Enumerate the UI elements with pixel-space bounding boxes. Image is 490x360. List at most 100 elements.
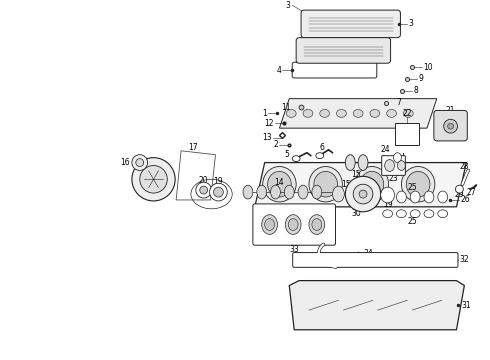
Ellipse shape <box>292 156 300 162</box>
Text: 27: 27 <box>466 188 476 197</box>
Ellipse shape <box>288 219 298 230</box>
Ellipse shape <box>355 167 389 202</box>
Ellipse shape <box>385 159 394 171</box>
Text: 12: 12 <box>264 119 273 128</box>
Text: 15: 15 <box>342 180 351 189</box>
Ellipse shape <box>410 210 420 218</box>
Text: 1: 1 <box>262 109 267 118</box>
Ellipse shape <box>345 155 355 170</box>
FancyBboxPatch shape <box>434 111 467 141</box>
Polygon shape <box>279 99 437 128</box>
Ellipse shape <box>136 159 144 167</box>
Text: 3: 3 <box>285 1 290 10</box>
Ellipse shape <box>210 183 227 201</box>
Ellipse shape <box>345 176 381 212</box>
Ellipse shape <box>270 185 280 199</box>
FancyBboxPatch shape <box>382 156 405 175</box>
Text: 26: 26 <box>461 195 470 204</box>
Ellipse shape <box>397 161 405 170</box>
Text: 23: 23 <box>389 174 398 183</box>
Ellipse shape <box>243 185 253 199</box>
FancyBboxPatch shape <box>293 253 458 267</box>
Polygon shape <box>176 151 216 200</box>
Text: 25: 25 <box>407 183 417 192</box>
Ellipse shape <box>257 185 267 199</box>
Text: 24: 24 <box>381 145 391 154</box>
Text: 8: 8 <box>413 86 418 95</box>
FancyBboxPatch shape <box>292 62 377 78</box>
Ellipse shape <box>316 153 324 159</box>
Ellipse shape <box>396 191 406 203</box>
Text: 6: 6 <box>319 143 324 152</box>
Ellipse shape <box>284 185 294 199</box>
Ellipse shape <box>303 109 313 117</box>
Text: 22: 22 <box>403 109 412 118</box>
Ellipse shape <box>359 190 367 198</box>
Ellipse shape <box>320 109 330 117</box>
Ellipse shape <box>381 187 394 203</box>
Text: 15: 15 <box>351 170 361 179</box>
Ellipse shape <box>200 186 208 194</box>
FancyBboxPatch shape <box>301 10 400 38</box>
Text: 34: 34 <box>363 248 373 257</box>
Text: 32: 32 <box>460 256 469 265</box>
Ellipse shape <box>448 123 454 129</box>
Ellipse shape <box>383 191 392 203</box>
Text: 29: 29 <box>455 190 464 199</box>
Ellipse shape <box>132 158 175 201</box>
Ellipse shape <box>337 109 346 117</box>
Ellipse shape <box>396 210 406 218</box>
Text: 14: 14 <box>274 178 284 187</box>
Ellipse shape <box>403 109 413 117</box>
Ellipse shape <box>268 171 291 197</box>
Text: 30: 30 <box>351 209 361 218</box>
FancyBboxPatch shape <box>253 204 336 245</box>
Text: 33: 33 <box>289 245 299 254</box>
Ellipse shape <box>456 185 464 193</box>
Text: 18: 18 <box>132 160 142 169</box>
Ellipse shape <box>444 119 458 133</box>
Ellipse shape <box>383 210 392 218</box>
Text: 20: 20 <box>199 176 209 185</box>
Ellipse shape <box>312 219 322 230</box>
Ellipse shape <box>410 191 420 203</box>
Ellipse shape <box>314 171 338 197</box>
Text: 17: 17 <box>188 143 197 152</box>
Text: 13: 13 <box>262 134 271 143</box>
Text: 3: 3 <box>408 19 413 28</box>
Ellipse shape <box>353 184 373 204</box>
Ellipse shape <box>262 215 277 234</box>
Text: 25: 25 <box>407 217 417 226</box>
Ellipse shape <box>196 182 212 198</box>
Text: 19: 19 <box>383 201 392 210</box>
Ellipse shape <box>387 109 396 117</box>
Ellipse shape <box>406 171 430 197</box>
Text: 4: 4 <box>276 66 281 75</box>
Ellipse shape <box>285 215 301 234</box>
Text: 5: 5 <box>284 150 289 159</box>
Ellipse shape <box>263 167 296 202</box>
FancyBboxPatch shape <box>296 38 391 63</box>
Ellipse shape <box>309 167 343 202</box>
Bar <box>395 123 419 145</box>
Ellipse shape <box>265 219 274 230</box>
Text: 9: 9 <box>418 75 423 84</box>
Ellipse shape <box>346 186 358 202</box>
Ellipse shape <box>438 210 448 218</box>
Ellipse shape <box>312 185 322 199</box>
Ellipse shape <box>358 155 368 170</box>
Text: 10: 10 <box>423 63 433 72</box>
Text: 19: 19 <box>214 177 223 186</box>
Ellipse shape <box>333 186 344 202</box>
Ellipse shape <box>214 187 223 197</box>
Ellipse shape <box>360 171 384 197</box>
Ellipse shape <box>132 155 147 170</box>
Text: 7: 7 <box>396 98 401 107</box>
Ellipse shape <box>393 153 401 163</box>
Ellipse shape <box>438 191 448 203</box>
Ellipse shape <box>309 215 325 234</box>
Text: 28: 28 <box>460 162 469 171</box>
Polygon shape <box>255 163 466 207</box>
Text: 16: 16 <box>120 158 130 167</box>
Text: 21: 21 <box>446 106 455 115</box>
